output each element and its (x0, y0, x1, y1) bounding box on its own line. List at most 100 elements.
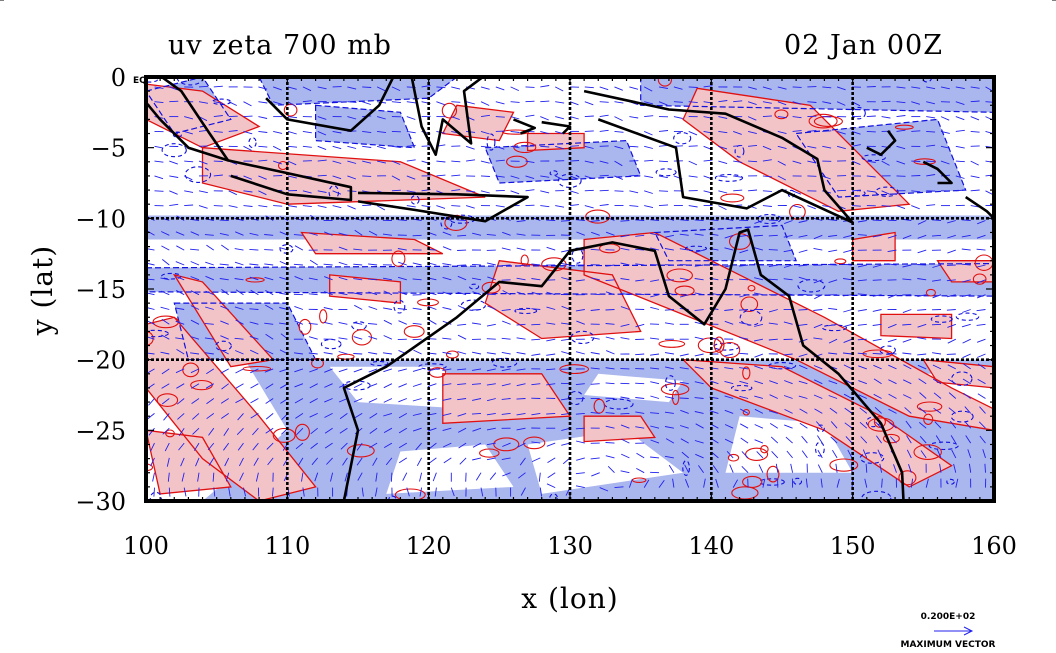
positive-contour (146, 83, 261, 149)
wind-vector (964, 406, 972, 414)
wind-vector (754, 439, 764, 444)
wind-vector (718, 100, 728, 103)
coastline (866, 129, 897, 156)
wind-vector (786, 450, 793, 459)
wind-vector (961, 263, 971, 266)
wind-vector (599, 174, 609, 177)
wind-vector (161, 334, 170, 340)
wind-vector (584, 145, 594, 149)
wind-vector (353, 353, 363, 355)
wind-vector (747, 86, 757, 90)
wind-vector (221, 413, 229, 419)
wind-vector (814, 379, 823, 385)
wind-vector (344, 472, 348, 482)
wind-vector (450, 487, 455, 497)
positive-contour (442, 373, 572, 424)
wind-vector (287, 205, 297, 208)
wind-vector (931, 219, 942, 221)
wind-vector (620, 306, 630, 310)
wind-vector (175, 368, 185, 374)
wind-vector (546, 383, 556, 386)
wind-vector (783, 365, 793, 370)
positive-contour (277, 160, 288, 171)
wind-vector (679, 219, 689, 221)
wind-vector (951, 449, 957, 459)
wind-vector (457, 219, 467, 221)
wind-vector (754, 353, 764, 358)
wind-vector (635, 411, 645, 414)
wind-vector (688, 86, 698, 88)
wind-vector (590, 383, 600, 385)
neutral-area (584, 373, 684, 403)
wind-vector (546, 353, 556, 356)
wind-vector (561, 322, 571, 325)
wind-vector (635, 397, 645, 399)
wind-vector (154, 190, 164, 192)
wind-vector (317, 159, 327, 162)
wind-vector (939, 463, 942, 473)
wind-vector (406, 190, 416, 193)
wind-vector (258, 159, 268, 162)
wind-vector (206, 244, 215, 251)
wind-vector (629, 205, 639, 207)
wind-vector (881, 116, 891, 119)
wind-vector (457, 275, 467, 281)
wind-vector (873, 364, 882, 370)
wind-vector (620, 396, 630, 399)
wind-vector (412, 338, 422, 341)
wind-vector (768, 219, 778, 221)
wind-vector (724, 367, 734, 370)
wind-vector (948, 392, 957, 399)
wind-vector (814, 294, 823, 300)
wind-vector (338, 276, 348, 281)
wind-vector (917, 264, 927, 266)
wind-vector (976, 248, 986, 251)
wind-vector (887, 323, 897, 329)
wind-vector (427, 305, 437, 310)
wind-vector (768, 278, 778, 281)
wind-vector (546, 442, 556, 447)
wind-vector (169, 160, 178, 165)
wind-vector (561, 338, 571, 341)
wind-vector (353, 383, 363, 389)
positive-contour (300, 231, 444, 255)
wind-vector (741, 451, 749, 459)
wind-vector (896, 205, 906, 210)
x-tick-label: 150 (830, 532, 876, 560)
wind-vector (635, 279, 645, 282)
wind-vector (436, 160, 446, 163)
wind-vector (688, 175, 698, 178)
wind-vector (555, 175, 564, 181)
wind-vector (877, 449, 883, 459)
wind-vector (175, 276, 185, 281)
wind-vector (561, 351, 571, 355)
positive-contour (674, 285, 695, 296)
wind-vector (724, 409, 734, 414)
wind-vector (679, 367, 689, 370)
wind-vector (480, 130, 490, 135)
wind-vector (340, 442, 348, 450)
wind-vector (672, 478, 675, 488)
wind-vector (161, 398, 170, 405)
wind-vector (807, 130, 817, 132)
wind-vector (911, 205, 920, 210)
wind-vector (688, 205, 698, 208)
wind-vector (872, 264, 882, 268)
wind-vector (584, 130, 594, 132)
wind-vector (324, 276, 333, 281)
wind-vector (376, 145, 386, 150)
wind-vector (703, 85, 713, 88)
wind-vector (635, 293, 645, 296)
wind-vector (576, 320, 585, 325)
wind-vector (501, 264, 511, 267)
wind-vector (531, 383, 541, 386)
positive-contour (882, 433, 900, 444)
wind-vector (465, 101, 475, 105)
wind-vector (293, 352, 303, 355)
wind-vector (635, 219, 645, 221)
wind-vector (605, 442, 615, 444)
negative-contour (946, 478, 955, 485)
wind-vector (308, 336, 318, 340)
wind-vector (561, 277, 571, 281)
wind-vector (250, 383, 259, 389)
